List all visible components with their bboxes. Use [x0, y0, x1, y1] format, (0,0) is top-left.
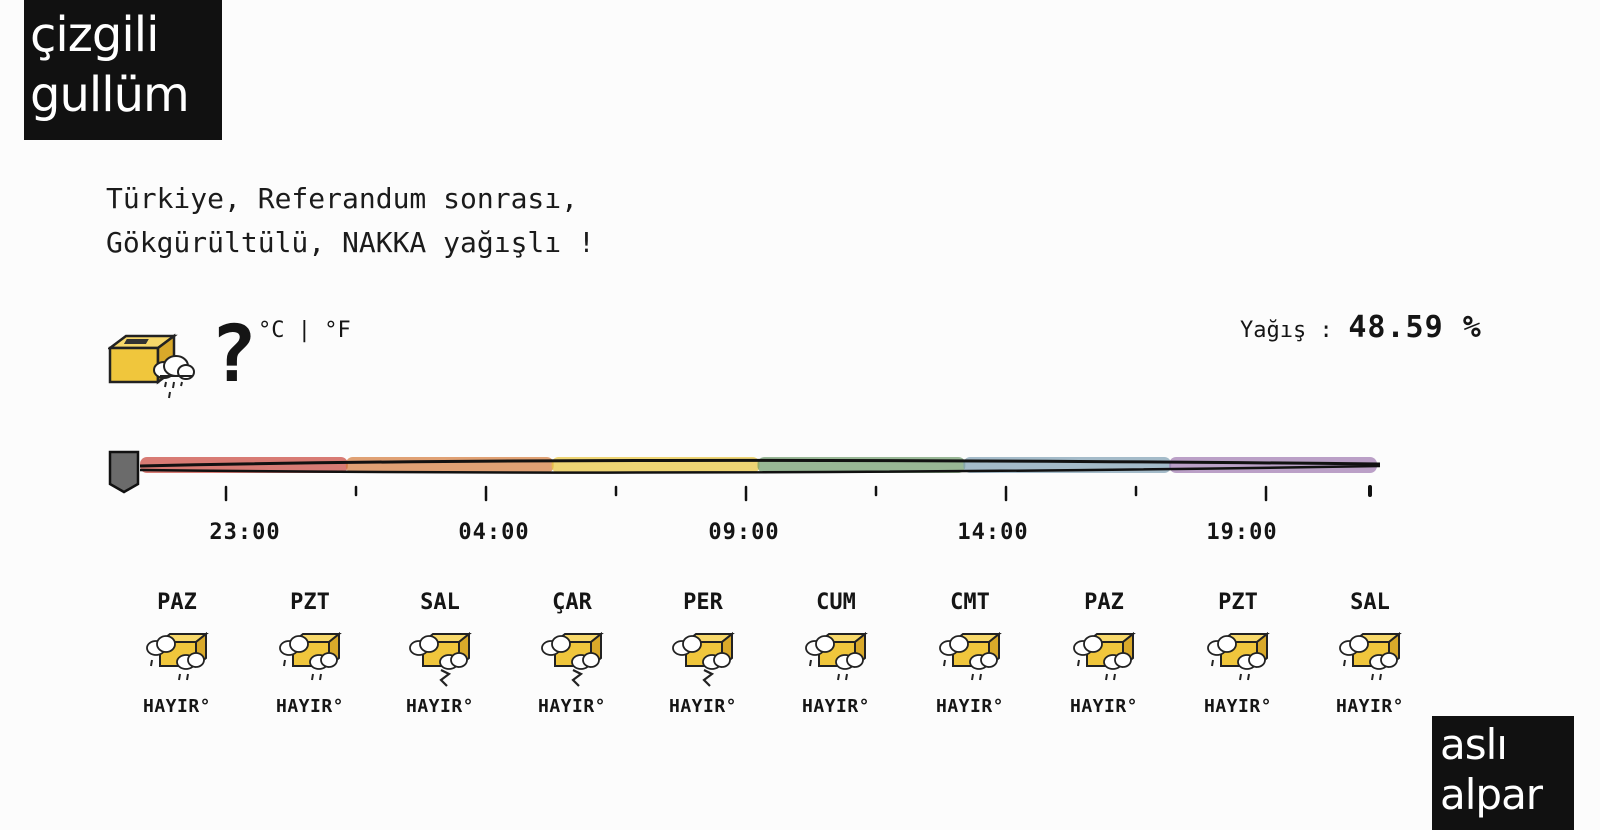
forecast-day-name: PZT — [1218, 590, 1258, 615]
forecast-day-text: HAYIR° — [1069, 696, 1139, 717]
forecast-day-name: SAL — [1350, 590, 1390, 615]
ballot-box-rain-cloud-icon — [1339, 631, 1402, 681]
timeline-handle-icon[interactable] — [108, 450, 140, 494]
forecast-day-text: HAYIR° — [801, 696, 871, 717]
logo-bottom-line1: aslı — [1440, 720, 1508, 769]
timeline-tick-label: 19:00 — [1206, 520, 1278, 545]
precipitation: Yağış : 48.59 % — [1240, 310, 1482, 345]
ballot-box-rain-cloud-icon — [279, 631, 342, 681]
forecast-day-text: HAYIR° — [668, 696, 738, 717]
forecast-day[interactable]: CMT HAYIR° — [915, 590, 1025, 717]
forecast-day[interactable]: PER HAYIR° — [648, 590, 758, 717]
timeline-tick-label: 14:00 — [957, 520, 1029, 545]
logo-top-line1: çizgili — [30, 7, 159, 63]
precipitation-value: 48.59 % — [1348, 310, 1482, 345]
forecast-day-text: HAYIR° — [142, 696, 212, 717]
forecast-day-name: PAZ — [157, 590, 197, 615]
forecast-day[interactable]: CUM HAYIR° — [781, 590, 891, 717]
ballot-box-rain-cloud-icon — [146, 631, 209, 681]
forecast-day-name: SAL — [420, 590, 460, 615]
ballot-box-rain-cloud-icon — [1073, 631, 1136, 681]
timeline-tick-label: 04:00 — [458, 520, 530, 545]
asli-alpar-logo: aslı alpar — [1432, 716, 1574, 830]
timeline-tick-label: 23:00 — [209, 520, 281, 545]
forecast-day-name: CMT — [950, 590, 990, 615]
forecast-day-name: CUM — [816, 590, 856, 615]
logo-bottom-line2: alpar — [1440, 770, 1543, 819]
ballot-box-thunder-cloud-icon — [541, 631, 604, 687]
forecast-day[interactable]: PAZ HAYIR° — [122, 590, 232, 717]
forecast-day[interactable]: PZT HAYIR° — [1183, 590, 1293, 717]
precipitation-label: Yağış : — [1240, 318, 1333, 343]
logo-top-line2: gullüm — [30, 67, 190, 123]
forecast-day-text: HAYIR° — [537, 696, 607, 717]
timeline-ticks — [224, 485, 1372, 502]
forecast-day-name: ÇAR — [552, 590, 592, 615]
ballot-box-thunder-cloud-icon — [409, 631, 472, 687]
forecast-day-text: HAYIR° — [405, 696, 475, 717]
forecast-day[interactable]: PAZ HAYIR° — [1049, 590, 1159, 717]
ballot-box-rain-cloud-icon — [1207, 631, 1270, 681]
forecast-day[interactable]: ÇAR HAYIR° — [517, 590, 627, 717]
timeline-segment — [345, 457, 554, 473]
current-temperature: ? — [210, 310, 257, 400]
unit-toggle[interactable]: °C | °F — [258, 318, 351, 343]
ballot-box-thunder-cloud-icon — [672, 631, 735, 687]
cizgili-gullum-logo: çizgili gullüm — [24, 0, 222, 140]
headline-line1: Türkiye, Referandum sonrası, — [106, 182, 579, 215]
forecast-day[interactable]: PZT HAYIR° — [255, 590, 365, 717]
forecast-day-text: HAYIR° — [1335, 696, 1405, 717]
forecast-day[interactable]: SAL HAYIR° — [385, 590, 495, 717]
ballot-box-rain-cloud-icon — [108, 333, 195, 399]
forecast-day-text: HAYIR° — [935, 696, 1005, 717]
headline-line2: Gökgürültülü, NAKKA yağışlı ! — [106, 226, 595, 259]
ballot-box-rain-cloud-icon — [939, 631, 1002, 681]
forecast-day-text: HAYIR° — [1203, 696, 1273, 717]
forecast-day-name: PER — [683, 590, 723, 615]
ballot-box-rain-cloud-icon — [805, 631, 868, 681]
forecast-day-name: PAZ — [1084, 590, 1124, 615]
timeline-tick-label: 09:00 — [708, 520, 780, 545]
forecast-day-text: HAYIR° — [275, 696, 345, 717]
hourly-timeline[interactable] — [0, 440, 1600, 510]
forecast-day-name: PZT — [290, 590, 330, 615]
forecast-day[interactable]: SAL HAYIR° — [1315, 590, 1425, 717]
